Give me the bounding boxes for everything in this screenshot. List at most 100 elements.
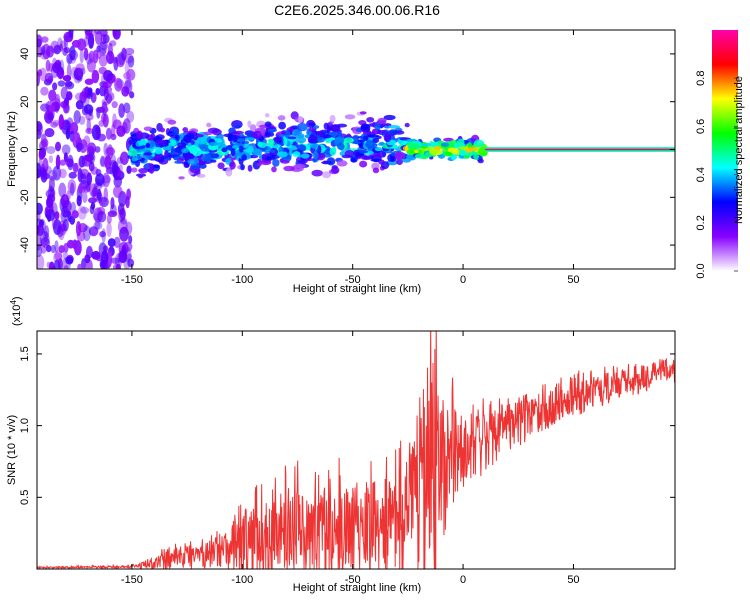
spectrogram-cell: [363, 135, 369, 142]
spectrogram-cell: [95, 87, 100, 96]
spectrogram-cell: [54, 211, 60, 220]
spectrogram-cell: [183, 134, 192, 143]
spectrogram-cell: [434, 146, 441, 151]
spectrogram-cell: [217, 162, 225, 170]
spectrogram-cell: [298, 116, 304, 123]
spectrogram-cell: [350, 155, 358, 163]
spectrogram-cell: [336, 123, 348, 128]
chart-title: C2E6.2025.346.00.06.R16: [274, 2, 440, 18]
spectrogram-cell: [227, 134, 232, 142]
spectrogram-cell: [467, 152, 473, 157]
spectrogram-cell: [256, 162, 262, 167]
spectrogram-y-tick-label: -20: [19, 189, 31, 205]
spectrogram-cell: [378, 141, 385, 146]
spectrogram-cell: [360, 156, 373, 161]
colorbar: 0.0 0.2 0.4 0.6 0.8 Normalized spectral ampl…: [695, 30, 745, 279]
spectrogram-cell: [260, 126, 266, 136]
spectrogram-cell: [48, 104, 55, 113]
spectrogram-cell: [86, 117, 92, 133]
spectrogram-cell: [337, 142, 345, 151]
spectrogram-cell: [306, 119, 316, 129]
spectrogram-cell: [297, 159, 308, 164]
spectrogram-cell: [225, 168, 233, 177]
spectrogram-cell: [128, 235, 133, 244]
spectrogram-cell: [272, 158, 280, 167]
spectrogram-cell: [40, 45, 46, 56]
spectrogram-cell: [200, 154, 207, 162]
spectrogram-cell: [322, 160, 328, 165]
spectrogram-cell: [322, 171, 331, 179]
spectrogram-cell: [65, 128, 71, 140]
spectrogram-cell: [148, 163, 154, 168]
spectrogram-cell: [127, 148, 138, 157]
spectrogram-cell: [102, 113, 109, 128]
spectrogram-cell: [404, 122, 410, 128]
spectrogram-cell: [64, 97, 70, 106]
snr-y-multiplier: (x104): [9, 296, 23, 326]
spectrogram-cell: [485, 148, 675, 151]
spectrogram-cell: [82, 191, 88, 204]
spectrogram-cell: [307, 134, 318, 144]
spectrogram-y-tick-label: 0: [19, 146, 31, 152]
spectrogram-cell: [331, 166, 340, 174]
spectrogram-cell: [316, 137, 326, 143]
spectrogram-cell: [295, 136, 307, 144]
spectrogram-cell: [440, 142, 450, 147]
spectrogram-cell: [77, 263, 83, 269]
spectrogram-cell: [172, 127, 178, 133]
spectrogram-cell: [473, 139, 485, 149]
spectrogram-cell: [177, 142, 187, 148]
spectrogram-cell: [72, 162, 79, 174]
spectrogram-cell: [51, 265, 56, 269]
spectrogram-cell: [367, 134, 380, 138]
spectrogram-cell: [312, 150, 319, 160]
spectrogram-cell: [221, 147, 228, 153]
spectrogram-cell: [88, 226, 99, 237]
spectrogram-cell: [45, 189, 55, 199]
spectrogram-cell: [37, 202, 43, 215]
spectrogram-cell: [85, 30, 90, 40]
spectrogram-cell: [73, 110, 81, 124]
spectrogram-cell: [196, 136, 209, 145]
spectrogram-cell: [58, 182, 67, 198]
snr-multiplier-exponent: 4: [9, 300, 18, 305]
spectrogram-cell: [60, 223, 66, 232]
spectrogram-cell: [97, 211, 107, 223]
spectrogram-cell: [99, 230, 106, 238]
spectrogram-cell: [325, 138, 332, 144]
spectrogram-cell: [359, 150, 366, 154]
spectrogram-cell: [72, 131, 81, 142]
spectrogram-cell: [292, 151, 301, 158]
spectrogram-cell: [175, 134, 180, 141]
spectrogram-cell: [69, 45, 76, 61]
spectrogram-cell: [94, 30, 103, 45]
spectrogram-cell: [143, 152, 153, 156]
colorbar-axis: 0.0 0.2 0.4 0.6 0.8: [695, 71, 738, 279]
spectrogram-cell: [47, 211, 52, 223]
snr-x-tick-label: -100: [231, 574, 253, 586]
colorbar-label: Normalized spectral amplitude: [733, 76, 745, 224]
snr-y-axis-title: SNR (10 * v/v): [6, 415, 18, 485]
spectrogram-cell: [46, 146, 56, 155]
snr-y-axis: 0.5 1.0 1.5: [19, 346, 675, 505]
snr-panel: -150 -100 -50 0 50 0.5 1.0 1.5 Height of strai…: [6, 296, 676, 594]
spectrogram-cell: [155, 154, 161, 160]
spectrogram-cell: [252, 130, 263, 139]
spectrogram-cell: [317, 145, 322, 154]
spectrogram-cell: [68, 30, 74, 38]
spectrogram-cell: [54, 250, 63, 261]
spectrogram-cell: [394, 151, 406, 160]
spectrogram-cell: [308, 127, 315, 132]
colorbar-tick-label: 0.0: [695, 263, 707, 278]
spectrogram-cell: [112, 185, 123, 198]
spectrogram-cell: [143, 126, 153, 131]
snr-frame: [36, 330, 676, 570]
spectrogram-cell: [123, 241, 133, 252]
spectrogram-cell: [457, 146, 469, 150]
spectrogram-cell: [44, 72, 54, 84]
spectrogram-cell: [477, 147, 487, 156]
spectrogram-cell: [372, 167, 380, 174]
spectrogram-cell: [61, 120, 72, 131]
spectrogram-cell: [43, 225, 50, 239]
spectrogram-cell: [90, 189, 98, 198]
